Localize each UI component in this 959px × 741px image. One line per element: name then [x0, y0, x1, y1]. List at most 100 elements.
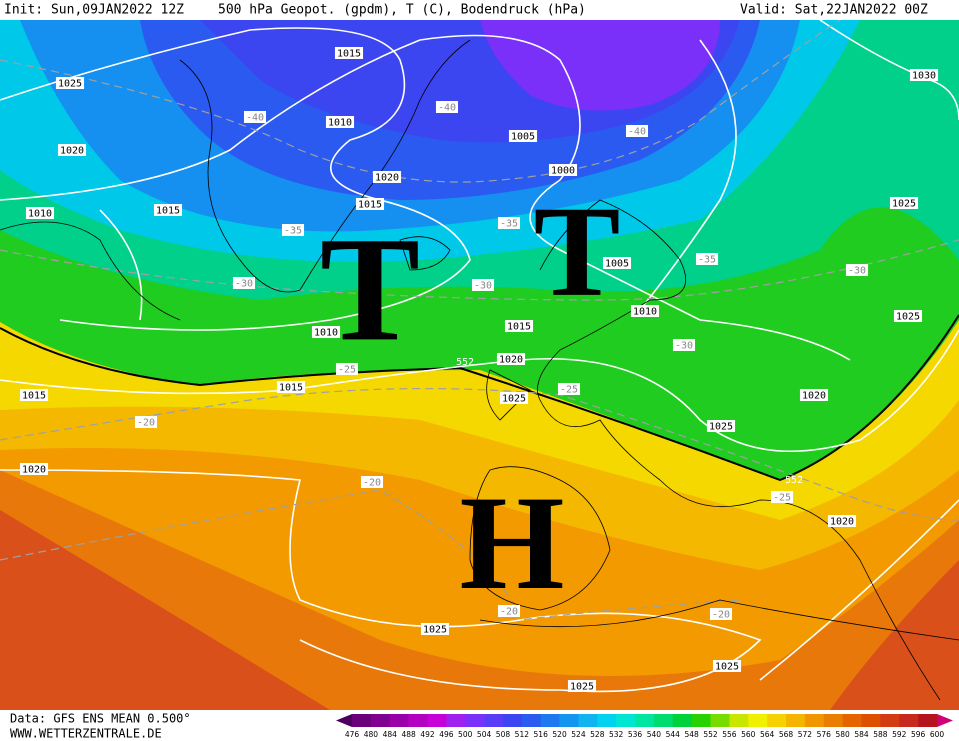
isobar-label-box [567, 680, 597, 692]
colorbar-label: 596 [911, 730, 926, 739]
temperature-label: -25 [770, 491, 794, 504]
temperature-label-box [557, 383, 581, 395]
colorbar-label: 492 [420, 730, 435, 739]
colorbar-label: 600 [930, 730, 945, 739]
colorbar-label: 532 [609, 730, 624, 739]
isobar-label-box [889, 197, 919, 209]
colorbar-label: 576 [817, 730, 832, 739]
colorbar-cell [653, 714, 674, 727]
isobar-label-text: 1010 [28, 209, 52, 220]
isobar-label: 1025 [712, 660, 742, 673]
colorbar-label: 548 [685, 730, 700, 739]
colorbar-cell [597, 714, 617, 727]
pressure-system: T [320, 206, 420, 372]
colorbar: 476 480 484 488 492 496 500 504 508 512 516 520 524 5… [336, 714, 953, 739]
colorbar-label: 584 [854, 730, 869, 739]
colorbar-label: 500 [458, 730, 473, 739]
temperature-label-box [232, 277, 256, 289]
isobar-label-text: 1025 [58, 79, 82, 90]
temperature-label: -30 [232, 277, 256, 290]
temperature-label: -40 [435, 101, 459, 114]
isobar-label-box [712, 660, 742, 672]
temperature-label: -35 [281, 224, 305, 237]
colorbar-cell [729, 714, 749, 727]
temperature-label-box [243, 111, 267, 123]
temperature-label-text: -20 [500, 607, 518, 618]
isobar-label: 1010 [25, 207, 55, 220]
isobar-label-box [706, 420, 736, 432]
geopotential-label: 552 [456, 357, 474, 368]
isobar-label-text: 1005 [511, 132, 535, 143]
isotherm [0, 489, 741, 621]
colorbar-cell [635, 714, 655, 727]
isobar-label-text: 1025 [715, 662, 739, 673]
isobar-label: 1020 [57, 144, 87, 157]
isobar-label: 1020 [827, 515, 857, 528]
temperature-label: -25 [557, 383, 581, 396]
colorbar-label: 524 [571, 730, 586, 739]
colorbar-label: 480 [364, 730, 379, 739]
isobar-label-box [602, 257, 632, 269]
temperature-label-text: -30 [848, 266, 866, 277]
colorbar-label: 544 [666, 730, 681, 739]
isobar-label: 1015 [19, 389, 49, 402]
coastline [479, 599, 959, 641]
isobar-label-text: 1025 [502, 394, 526, 405]
colorbar-cell [710, 714, 730, 727]
isobar-label-box [355, 198, 385, 210]
colorbar-cell [389, 714, 409, 727]
colorbar-label: 504 [477, 730, 492, 739]
isobar-label: 1015 [355, 198, 385, 211]
isobar-label: 1015 [153, 204, 183, 217]
coastline [179, 39, 471, 293]
isobar-label-box [504, 320, 534, 332]
isobar-label-box [420, 623, 450, 635]
pressure-system: T [534, 180, 621, 324]
isobar-label-box [909, 69, 939, 81]
isobar-label-text: 1020 [22, 465, 46, 476]
colorbar-arrow [937, 714, 953, 727]
colorbar-label: 488 [401, 730, 416, 739]
isobar-label-text: 1020 [60, 146, 84, 157]
colorbar-cell [691, 714, 711, 727]
isobar-label: 1005 [602, 257, 632, 270]
temperature-label-box [281, 224, 305, 236]
colorbar-label: 540 [647, 730, 662, 739]
isobar-label-box [334, 47, 364, 59]
colorbar-label: 560 [741, 730, 756, 739]
isobar-label: 1025 [889, 197, 919, 210]
temperature-label: -30 [471, 279, 495, 292]
isobar [0, 469, 762, 693]
isobar-label-text: 1015 [507, 322, 531, 333]
temperature-label-text: -30 [474, 281, 492, 292]
isobar-label: 1010 [630, 305, 660, 318]
isobar-label-box [799, 389, 829, 401]
isobar-label: 1025 [55, 77, 85, 90]
isobar [759, 499, 959, 681]
temperature-label: -40 [243, 111, 267, 124]
isobar-label: 1015 [276, 381, 306, 394]
colorbar-label: 484 [383, 730, 398, 739]
colorbar-cell [465, 714, 485, 727]
coastlines [0, 39, 959, 701]
isobar-label-box [311, 326, 341, 338]
isobar-label: 1025 [567, 680, 597, 693]
colorbar-cell [786, 714, 806, 727]
colorbar-cell [502, 714, 523, 727]
isobar-label-box [372, 171, 402, 183]
isobar-label-text: 1005 [605, 259, 629, 270]
isobar-label-box [57, 144, 87, 156]
isotherm [0, 387, 959, 521]
coastline [537, 199, 941, 701]
colorbar-cell [408, 714, 428, 727]
colorbar-cell [880, 714, 900, 727]
temperature-label-text: -20 [363, 478, 381, 489]
coastline [399, 236, 451, 271]
temperature-label-box [770, 491, 794, 503]
map: 1015 1025 1030 1010 1020 1005 1000 1020 1015 1010… [0, 20, 959, 710]
isobar-label-text: 1025 [570, 682, 594, 693]
colorbar-cell [804, 714, 825, 727]
colorbar-cell [352, 714, 372, 727]
isobar-label: 1025 [499, 392, 529, 405]
